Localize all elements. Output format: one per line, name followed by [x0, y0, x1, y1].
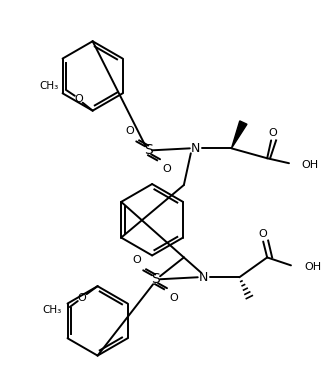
Text: CH₃: CH₃: [40, 81, 59, 91]
Text: O: O: [74, 94, 83, 104]
Text: OH: OH: [305, 262, 322, 272]
Text: S: S: [144, 143, 153, 157]
Text: N: N: [199, 271, 208, 284]
Text: CH₃: CH₃: [43, 305, 62, 315]
Text: O: O: [163, 164, 171, 174]
Text: O: O: [125, 127, 134, 136]
Polygon shape: [231, 121, 247, 148]
Text: O: O: [132, 256, 141, 265]
Text: S: S: [151, 272, 159, 286]
Text: O: O: [77, 293, 86, 303]
Text: O: O: [170, 293, 178, 303]
Text: O: O: [259, 229, 268, 239]
Text: O: O: [269, 129, 278, 138]
Text: N: N: [191, 142, 200, 155]
Text: OH: OH: [301, 160, 318, 170]
